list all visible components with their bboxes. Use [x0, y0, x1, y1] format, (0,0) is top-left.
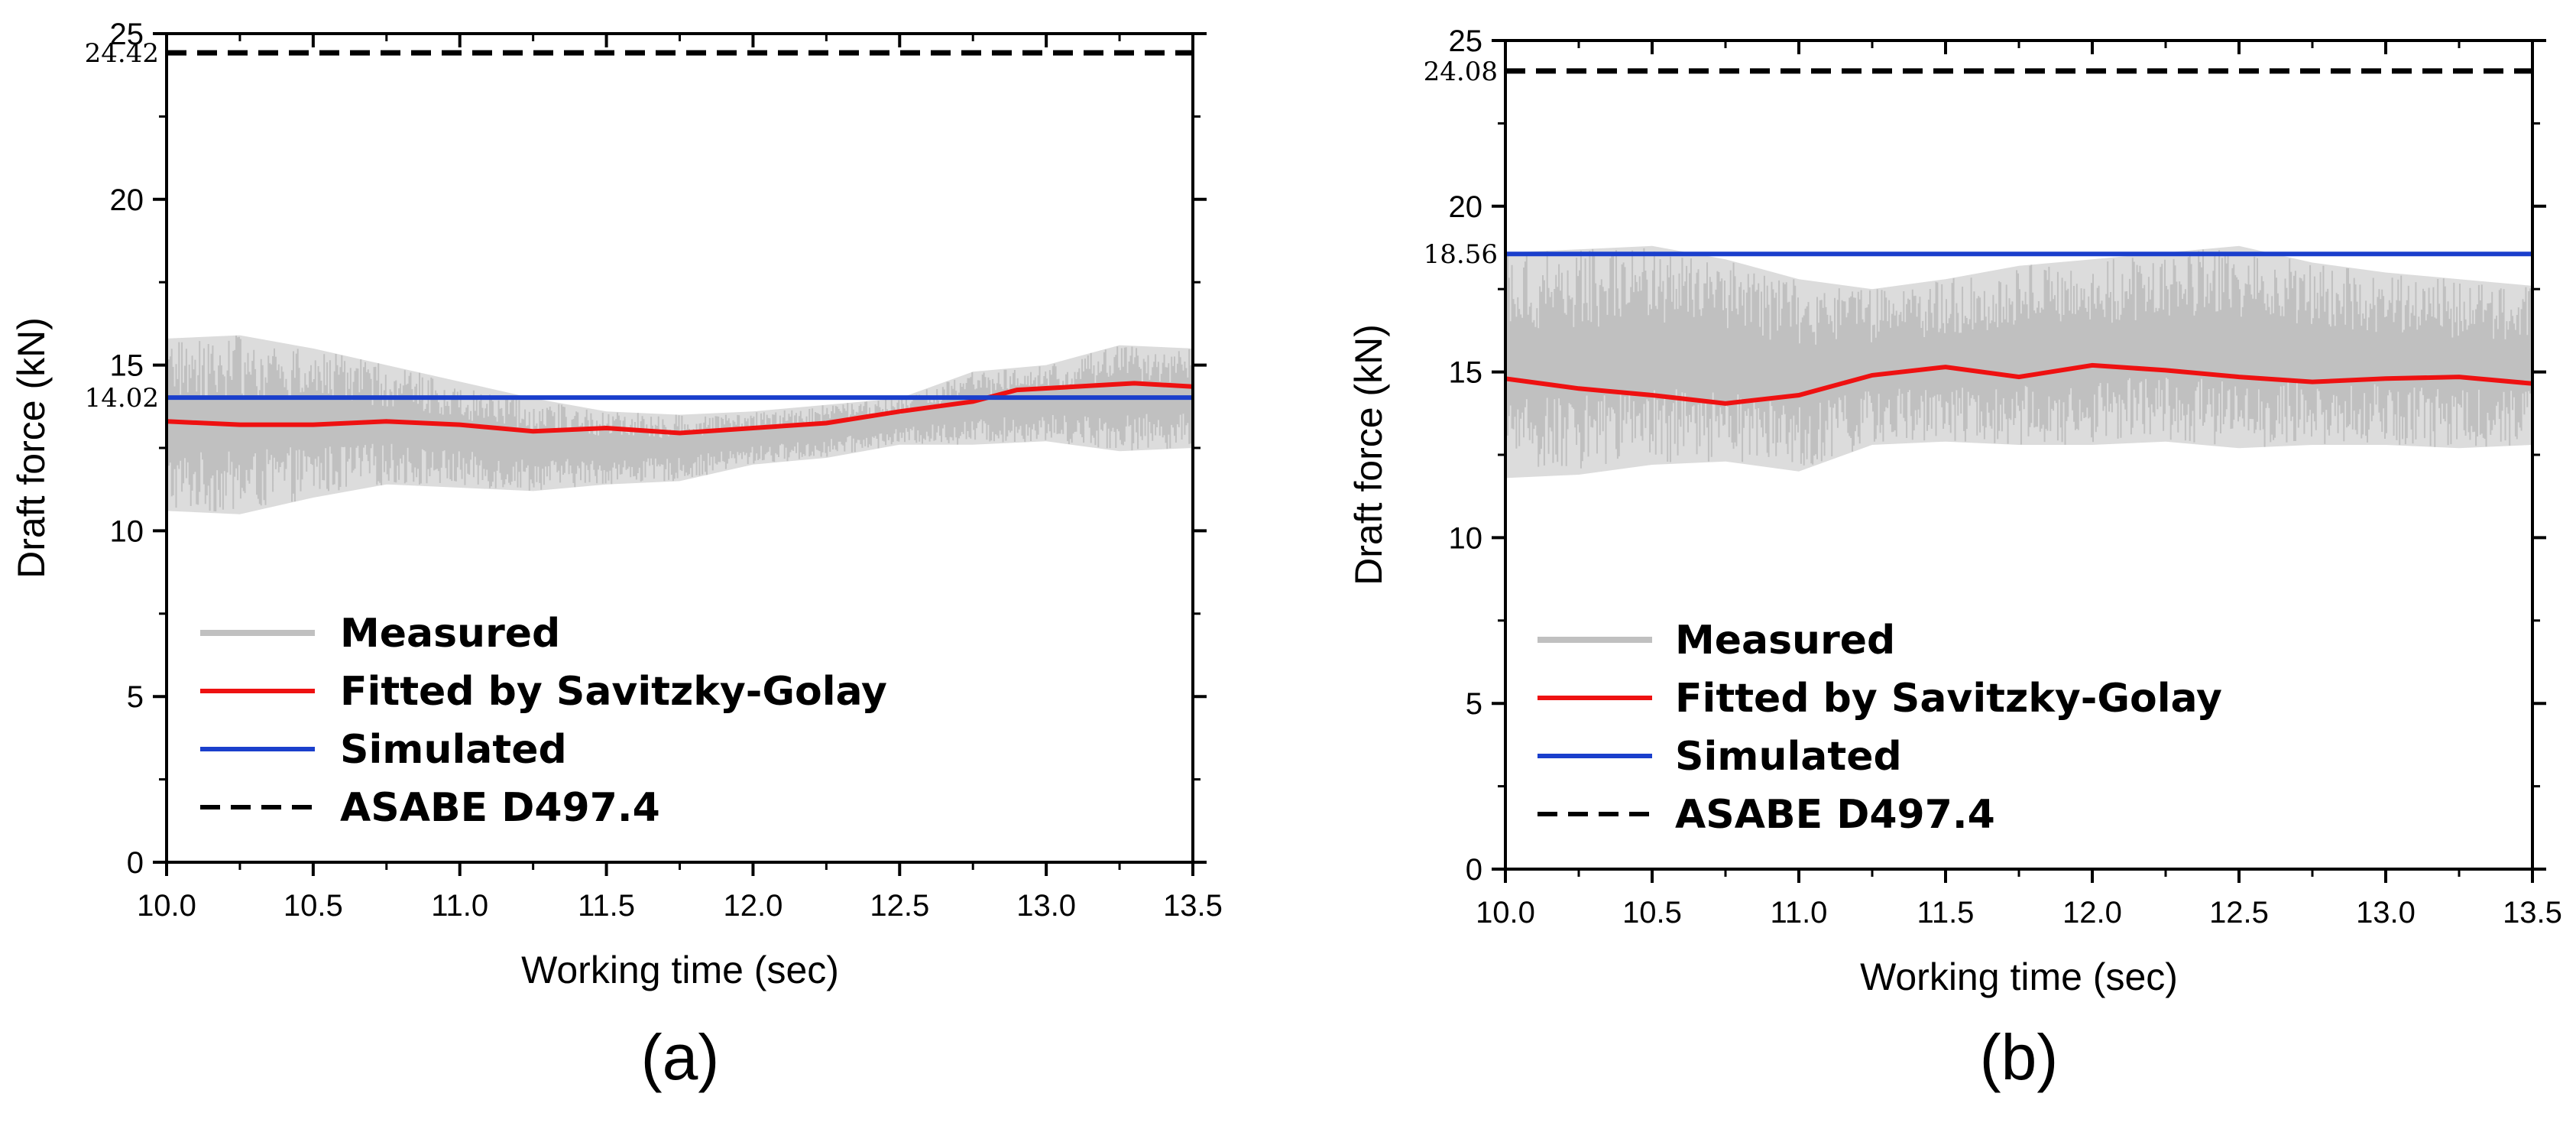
x-tick-label: 10.5 — [284, 889, 343, 923]
x-axis-title: Working time (sec) — [1860, 955, 2178, 998]
x-tick-label: 11.0 — [1771, 896, 1828, 929]
reference-value-label: 24.42 — [85, 38, 159, 69]
x-tick-label: 13.0 — [1016, 889, 1076, 923]
x-tick-label: 13.5 — [2503, 896, 2562, 929]
legend-label: Simulated — [1675, 734, 1902, 780]
y-tick-label: 0 — [1466, 853, 1482, 887]
y-tick-label: 20 — [110, 183, 144, 217]
legend-label: Fitted by Savitzky-Golay — [340, 669, 887, 715]
x-tick-label: 10.0 — [137, 889, 196, 923]
y-tick-label: 5 — [127, 680, 144, 714]
x-tick-label: 12.5 — [870, 889, 929, 923]
x-tick-label: 11.5 — [578, 889, 635, 923]
fitted-line — [1505, 362, 2532, 406]
y-tick-label: 15 — [1449, 356, 1483, 390]
legend-label: ASABE D497.4 — [1675, 792, 1995, 838]
chart-panel-b: 10.0 10.5 11.0 11.5 12.0 12.5 13.0 13.5 0 5 10 15 20… — [1347, 24, 2562, 1093]
plot-area — [1505, 68, 2532, 479]
legend-label: Fitted by Savitzky-Golay — [1675, 676, 2222, 722]
legend-label: Measured — [1675, 618, 1895, 663]
legend-label: Simulated — [340, 727, 567, 773]
x-tick-label: 12.0 — [723, 889, 783, 923]
x-tick-label: 12.0 — [2062, 896, 2122, 929]
y-tick-label: 15 — [110, 349, 144, 383]
reference-value-label: 24.08 — [1424, 57, 1498, 87]
plot-area — [167, 50, 1193, 514]
x-tick-label: 10.5 — [1622, 896, 1682, 929]
y-tick-label: 10 — [110, 514, 144, 548]
reference-value-label: 14.02 — [85, 383, 159, 414]
x-tick-label: 11.5 — [1917, 896, 1975, 929]
x-axis-title: Working time (sec) — [521, 949, 839, 991]
x-tick-label: 10.0 — [1476, 896, 1535, 929]
legend-label: Measured — [340, 611, 560, 657]
x-tick-label: 11.0 — [431, 889, 488, 923]
fitted-line — [167, 381, 1193, 436]
y-tick-label: 10 — [1449, 521, 1483, 555]
x-tick-label: 13.0 — [2356, 896, 2416, 929]
x-tick-label: 12.5 — [2209, 896, 2269, 929]
panel-label: (b) — [1980, 1021, 2059, 1093]
y-tick-label: 25 — [110, 18, 144, 51]
legend-label: ASABE D497.4 — [340, 785, 660, 831]
y-tick-label: 5 — [1466, 687, 1482, 721]
x-tick-label: 13.5 — [1163, 889, 1223, 923]
y-tick-label: 0 — [127, 846, 144, 880]
y-axis-title: Draft force (kN) — [10, 317, 53, 579]
y-tick-label: 25 — [1449, 24, 1483, 58]
y-axis-title: Draft force (kN) — [1347, 324, 1390, 586]
chart-panel-a: 10.0 10.5 11.0 11.5 12.0 12.5 13.0 13.5 0 5 10 15 20… — [10, 18, 1223, 1093]
panel-label: (a) — [641, 1021, 720, 1093]
y-tick-label: 20 — [1449, 190, 1483, 224]
reference-value-label: 18.56 — [1424, 239, 1498, 270]
